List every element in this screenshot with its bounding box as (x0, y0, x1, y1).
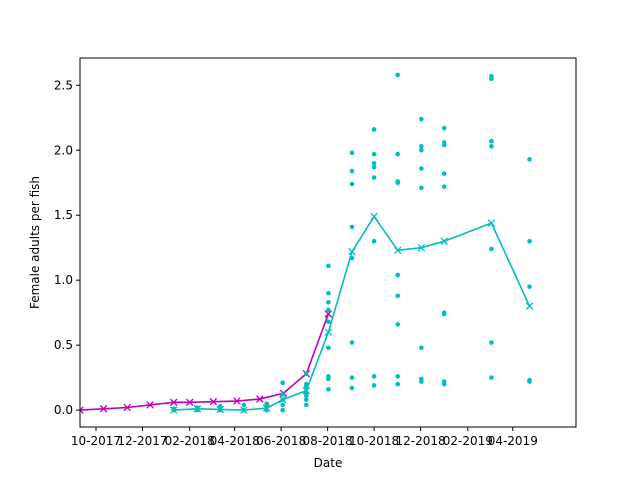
y-tick-label: 2.5 (54, 78, 73, 92)
data-point (350, 151, 355, 156)
data-point (372, 175, 377, 180)
data-point (395, 374, 400, 379)
x-tick-label: 06-2018 (256, 434, 306, 448)
data-point (395, 152, 400, 157)
data-point (326, 308, 331, 313)
data-point (527, 157, 532, 162)
data-point (372, 152, 377, 157)
data-point (395, 322, 400, 327)
data-point (442, 379, 447, 384)
data-point (326, 264, 331, 269)
data-point (489, 139, 494, 144)
data-point (280, 381, 285, 386)
data-point (419, 345, 424, 350)
data-point (489, 375, 494, 380)
data-point (304, 403, 309, 408)
x-tick-label: 12-2018 (396, 434, 446, 448)
y-tick-label: 1.0 (54, 273, 73, 287)
x-tick-label: 08-2018 (303, 434, 353, 448)
data-point (395, 382, 400, 387)
data-point (280, 397, 285, 402)
data-point (372, 127, 377, 132)
data-point (304, 371, 309, 376)
data-point (326, 291, 331, 296)
data-point (304, 391, 309, 396)
data-point (395, 293, 400, 298)
data-point (350, 375, 355, 380)
data-point (326, 345, 331, 350)
data-point (264, 401, 269, 406)
data-point (242, 403, 247, 408)
data-point (372, 161, 377, 166)
data-point (326, 387, 331, 392)
data-point (326, 300, 331, 305)
data-point (350, 340, 355, 345)
y-tick-label: 0.5 (54, 338, 73, 352)
data-point (489, 144, 494, 149)
data-point (326, 319, 331, 324)
data-point (527, 284, 532, 289)
data-point (372, 374, 377, 379)
data-point (350, 225, 355, 230)
data-point (442, 140, 447, 145)
x-tick-label: 02-2018 (165, 434, 215, 448)
data-point (419, 117, 424, 122)
x-tick-label: 04-2018 (210, 434, 260, 448)
x-tick-label: 02-2019 (443, 434, 493, 448)
data-point (218, 404, 223, 409)
data-point (527, 239, 532, 244)
x-tick-label: 10-2017 (71, 434, 121, 448)
data-point (489, 74, 494, 79)
data-point (372, 239, 377, 244)
data-point (489, 247, 494, 252)
data-point (527, 378, 532, 383)
data-point (395, 179, 400, 184)
data-point (171, 407, 176, 412)
data-point (395, 73, 400, 78)
data-point (442, 171, 447, 176)
y-tick-label: 2.0 (54, 143, 73, 157)
data-point (419, 377, 424, 382)
data-point (280, 408, 285, 413)
x-tick-label: 10-2018 (349, 434, 399, 448)
data-point (326, 374, 331, 379)
data-point (350, 256, 355, 261)
y-tick-label: 1.5 (54, 208, 73, 222)
data-point (489, 340, 494, 345)
y-axis-label: Female adults per fish (28, 176, 42, 309)
data-point (395, 273, 400, 278)
y-tick-label: 0.0 (54, 403, 73, 417)
x-axis-label: Date (314, 456, 343, 470)
data-point (350, 169, 355, 174)
data-point (280, 392, 285, 397)
data-point (242, 408, 247, 413)
data-point (350, 182, 355, 187)
data-point (442, 184, 447, 189)
data-point (350, 386, 355, 391)
data-point (442, 126, 447, 131)
x-tick-label: 12-2017 (117, 434, 167, 448)
data-point (442, 310, 447, 315)
data-point (419, 144, 424, 149)
data-point (280, 403, 285, 408)
data-point (419, 166, 424, 171)
x-tick-label: 04-2019 (488, 434, 538, 448)
data-point (372, 383, 377, 388)
data-point (195, 405, 200, 410)
data-point (419, 186, 424, 191)
data-point (304, 382, 309, 387)
